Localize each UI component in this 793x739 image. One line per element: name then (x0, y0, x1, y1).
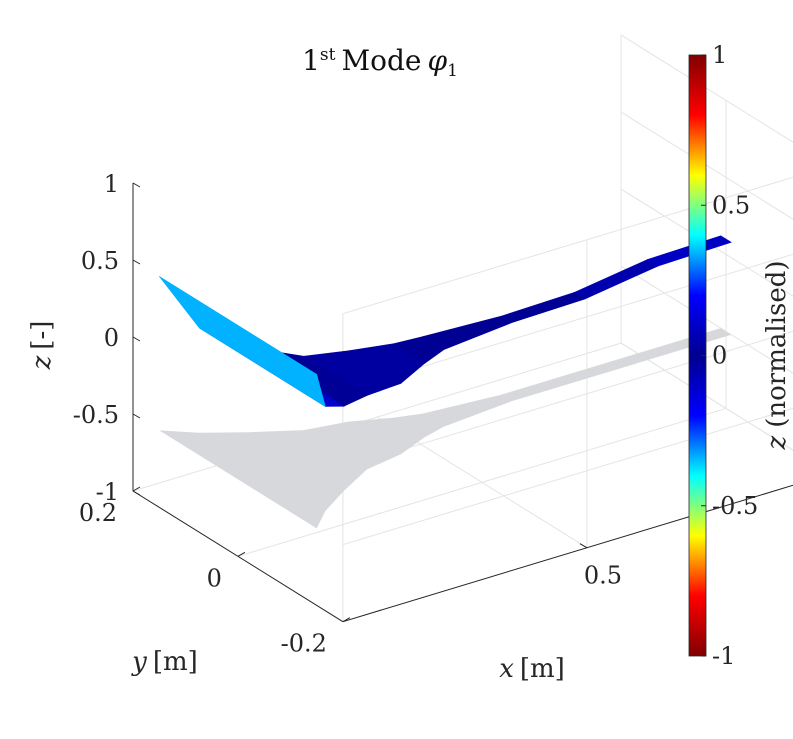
z-tick-label: 0 (104, 324, 119, 352)
z-tick (132, 490, 141, 496)
z-tick-label: -0.5 (73, 401, 119, 429)
z-tick-label: 0.5 (81, 247, 119, 275)
surface-shadow-polygon (159, 328, 732, 529)
surface-facet (158, 276, 326, 408)
colorbar-tick-label: -1 (712, 642, 735, 670)
colorbar-label: z(normalised) (762, 261, 792, 451)
y-tick (132, 486, 141, 492)
grid-line (342, 253, 793, 392)
grid-line (237, 407, 727, 557)
y-axis-label: y [m] (131, 647, 198, 677)
grid-line (620, 111, 793, 220)
x-tick (579, 543, 588, 549)
grid-line (342, 176, 793, 315)
y-tick-label: 0.2 (79, 499, 117, 527)
colorbar: 1 0.5 0 -0.5 -1 z(normalised) (688, 41, 792, 670)
chart-title: 1st Mode φ1 (302, 44, 458, 81)
z-tick (132, 259, 141, 265)
y-tick (342, 617, 351, 623)
grid-line (132, 342, 622, 492)
z-axis-label: z[-] (27, 321, 57, 371)
colorbar-tick-label: -0.5 (712, 492, 758, 520)
z-tick (132, 182, 141, 188)
x-tick-label: 0.5 (584, 562, 622, 590)
y-tick-label: 0 (207, 564, 222, 592)
grid-line (620, 34, 793, 143)
colorbar-tick-label: 0.5 (712, 191, 750, 219)
colorbar-tick-label: 1 (712, 41, 727, 69)
z-tick-label: 1 (104, 170, 119, 198)
y-tick-label: -0.2 (281, 630, 327, 658)
z-tick (132, 413, 141, 419)
x-axis-label: x [m] (499, 654, 565, 684)
grid-line (342, 407, 793, 546)
colorbar-tick-label: 0 (712, 342, 727, 370)
z-tick (132, 336, 141, 342)
tick-labels: 10.50-0.5-10.20-0.200.5 (73, 170, 622, 658)
grid-line (620, 188, 793, 297)
surface-facet (500, 292, 586, 324)
x-axis-line (342, 484, 793, 623)
mode-surface (158, 235, 732, 408)
grid-line (342, 330, 793, 469)
axis-lines (132, 182, 793, 623)
z-tick-label: -1 (96, 478, 119, 506)
surface-shadow (159, 328, 732, 529)
colorbar-ticks: 1 0.5 0 -0.5 -1 (701, 41, 758, 670)
y-tick (237, 551, 246, 557)
